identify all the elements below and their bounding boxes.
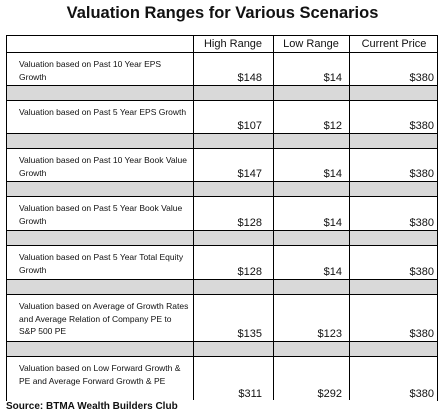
row-label: Valuation based on Past 5 Year EPS Growt… bbox=[19, 107, 187, 117]
table-row: Valuation based on Past 5 Year Total Equ… bbox=[7, 246, 437, 280]
column-divider bbox=[273, 36, 274, 400]
high-range-value: $311 bbox=[238, 388, 262, 400]
low-range-value: $123 bbox=[317, 328, 342, 340]
column-divider bbox=[349, 36, 350, 400]
table-row: Valuation based on Past 5 Year EPS Growt… bbox=[7, 101, 437, 134]
row-label: Valuation based on Past 5 Year Total Equ… bbox=[19, 252, 184, 275]
low-range-value: $14 bbox=[323, 72, 342, 84]
table-row: Valuation based on Past 10 Year EPS Grow… bbox=[7, 53, 437, 86]
row-spacer bbox=[7, 134, 437, 149]
low-range-value: $14 bbox=[323, 266, 342, 278]
row-label: Valuation based on Low Forward Growth & … bbox=[19, 363, 181, 386]
row-spacer bbox=[7, 86, 437, 101]
table-row: Valuation based on Average of Growth Rat… bbox=[7, 295, 437, 342]
column-header-low-range: Low Range bbox=[283, 38, 339, 50]
high-range-value: $148 bbox=[237, 72, 262, 84]
current-price-value: $380 bbox=[409, 328, 434, 340]
row-label: Valuation based on Average of Growth Rat… bbox=[19, 301, 189, 336]
table-row: Valuation based on Past 10 Year Book Val… bbox=[7, 149, 437, 182]
current-price-value: $380 bbox=[409, 120, 434, 132]
row-spacer bbox=[7, 280, 437, 295]
row-label: Valuation based on Past 5 Year Book Valu… bbox=[19, 203, 183, 226]
high-range-value: $128 bbox=[237, 217, 262, 229]
low-range-value: $14 bbox=[323, 168, 342, 180]
high-range-value: $147 bbox=[237, 168, 262, 180]
row-spacer bbox=[7, 342, 437, 357]
high-range-value: $107 bbox=[237, 120, 262, 132]
high-range-value: $135 bbox=[237, 328, 262, 340]
current-price-value: $380 bbox=[409, 72, 434, 84]
high-range-value: $128 bbox=[237, 266, 262, 278]
row-label: Valuation based on Past 10 Year Book Val… bbox=[19, 155, 187, 178]
low-range-value: $12 bbox=[323, 120, 342, 132]
column-header-current-price: Current Price bbox=[361, 38, 427, 50]
column-header-high-range: High Range bbox=[203, 38, 263, 50]
source-note: Source: BTMA Wealth Builders Club bbox=[6, 401, 178, 412]
row-label: Valuation based on Past 10 Year EPS Grow… bbox=[19, 59, 162, 82]
current-price-value: $380 bbox=[409, 168, 434, 180]
row-spacer bbox=[7, 182, 437, 197]
row-spacer bbox=[7, 231, 437, 246]
table-row: Valuation based on Low Forward Growth & … bbox=[7, 357, 437, 401]
current-price-value: $380 bbox=[409, 388, 434, 400]
low-range-value: $14 bbox=[323, 217, 342, 229]
table-header: High Range Low Range Current Price bbox=[7, 36, 437, 53]
page-title: Valuation Ranges for Various Scenarios bbox=[66, 4, 379, 22]
low-range-value: $292 bbox=[317, 388, 342, 400]
valuation-table: High Range Low Range Current Price Valua… bbox=[6, 35, 438, 401]
current-price-value: $380 bbox=[409, 217, 434, 229]
current-price-value: $380 bbox=[409, 266, 434, 278]
table-row: Valuation based on Past 5 Year Book Valu… bbox=[7, 197, 437, 231]
column-divider bbox=[193, 36, 194, 400]
